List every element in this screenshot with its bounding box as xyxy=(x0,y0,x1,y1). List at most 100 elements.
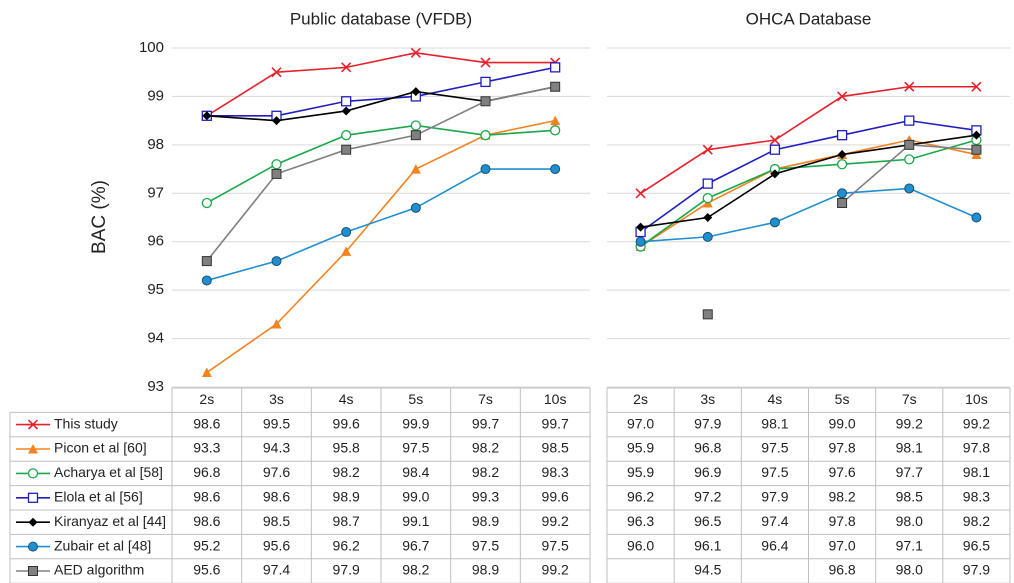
table-cell: 96.3 xyxy=(627,513,654,529)
table-cell: 98.5 xyxy=(542,440,569,456)
marker xyxy=(702,144,713,155)
marker xyxy=(480,96,491,107)
table-cell: 97.5 xyxy=(761,440,788,456)
marker xyxy=(201,275,212,286)
table-cell: 96.8 xyxy=(694,440,721,456)
legend-label: Elola et al [56] xyxy=(54,489,143,505)
table-cell: 97.8 xyxy=(828,513,855,529)
marker xyxy=(201,197,212,209)
series-line xyxy=(640,119,977,233)
marker xyxy=(837,197,848,208)
marker xyxy=(410,120,421,131)
marker xyxy=(971,81,982,92)
x-tick-label: 4s xyxy=(339,391,354,407)
marker xyxy=(341,246,352,256)
marker xyxy=(904,139,915,150)
table-cell: 94.3 xyxy=(263,440,290,456)
series-line xyxy=(206,52,556,117)
marker xyxy=(635,188,646,199)
table-cell: 99.2 xyxy=(896,415,923,431)
marker xyxy=(271,256,282,267)
marker xyxy=(411,87,421,97)
table-cell: 99.6 xyxy=(542,489,569,505)
series-line xyxy=(206,119,556,374)
x-tick-label: 10s xyxy=(544,391,567,407)
y-tick-label: 96 xyxy=(147,233,164,250)
marker xyxy=(550,125,561,136)
table-cell: 97.6 xyxy=(263,464,290,480)
x-tick-label: 10s xyxy=(965,391,988,407)
marker xyxy=(480,164,491,175)
marker xyxy=(836,130,848,141)
marker xyxy=(480,130,491,141)
table-cell: 98.0 xyxy=(896,513,923,529)
table-cell: 98.6 xyxy=(193,513,220,529)
series-line xyxy=(206,168,556,282)
marker xyxy=(550,62,561,73)
marker xyxy=(971,144,982,155)
table-cell: 98.1 xyxy=(761,415,788,431)
legend-label: This study xyxy=(54,415,118,431)
marker xyxy=(769,144,781,155)
marker xyxy=(28,541,38,552)
marker xyxy=(904,115,915,126)
table-cell: 98.1 xyxy=(896,440,923,456)
table-cell: 99.9 xyxy=(402,415,429,431)
marker xyxy=(837,188,848,199)
x-tick-label: 2s xyxy=(199,391,214,407)
series-line xyxy=(206,124,556,204)
table-cell: 95.6 xyxy=(193,562,220,578)
table-cell: 98.7 xyxy=(333,513,360,529)
marker xyxy=(837,150,847,160)
table-cell: 96.4 xyxy=(761,537,788,553)
marker xyxy=(904,154,915,165)
table-cell: 98.0 xyxy=(896,562,923,578)
table-cell: 95.9 xyxy=(627,464,654,480)
table-cell: 98.5 xyxy=(896,489,923,505)
y-axis-label: BAC (%) xyxy=(89,180,110,254)
legend-label: Kiranyaz et al [44] xyxy=(54,513,166,529)
chart-title: Public database (VFDB) xyxy=(290,9,472,28)
x-tick-label: 5s xyxy=(408,391,423,407)
x-tick-label: 3s xyxy=(269,391,284,407)
table-cell: 98.9 xyxy=(472,513,499,529)
table-cell: 97.5 xyxy=(542,537,569,553)
marker xyxy=(202,111,212,121)
table-cell: 98.2 xyxy=(472,440,499,456)
table-cell: 98.6 xyxy=(193,489,220,505)
table-cell: 98.6 xyxy=(193,415,220,431)
table-cell: 96.8 xyxy=(828,562,855,578)
table-cell: 98.9 xyxy=(333,489,360,505)
table-cell: 99.5 xyxy=(263,415,290,431)
marker xyxy=(904,81,915,92)
marker xyxy=(201,367,212,377)
marker xyxy=(410,47,421,58)
table-cell: 98.9 xyxy=(472,562,499,578)
table-cell: 96.7 xyxy=(402,537,429,553)
table-cell: 99.2 xyxy=(542,513,569,529)
y-tick-label: 100 xyxy=(139,39,164,56)
y-tick-label: 94 xyxy=(147,330,164,347)
marker xyxy=(971,130,981,140)
marker xyxy=(769,134,780,146)
marker xyxy=(480,57,491,68)
table-cell: 96.5 xyxy=(963,537,990,553)
table-cell: 96.2 xyxy=(627,489,654,505)
marker xyxy=(341,106,351,116)
marker xyxy=(28,444,38,454)
table-cell: 97.0 xyxy=(828,537,855,553)
series-line xyxy=(640,139,977,248)
marker xyxy=(410,130,421,141)
table-cell: 97.9 xyxy=(761,489,788,505)
marker xyxy=(636,222,646,232)
table-cell: 98.2 xyxy=(402,562,429,578)
table-cell: 95.2 xyxy=(193,537,220,553)
series-line xyxy=(640,85,977,194)
table-cell: 95.6 xyxy=(263,537,290,553)
table-cell: 99.1 xyxy=(402,513,429,529)
y-tick-label: 95 xyxy=(147,281,164,298)
table-cell: 98.4 xyxy=(402,464,429,480)
table-cell: 98.5 xyxy=(263,513,290,529)
chart-title: OHCA Database xyxy=(746,9,872,28)
marker xyxy=(769,217,780,228)
